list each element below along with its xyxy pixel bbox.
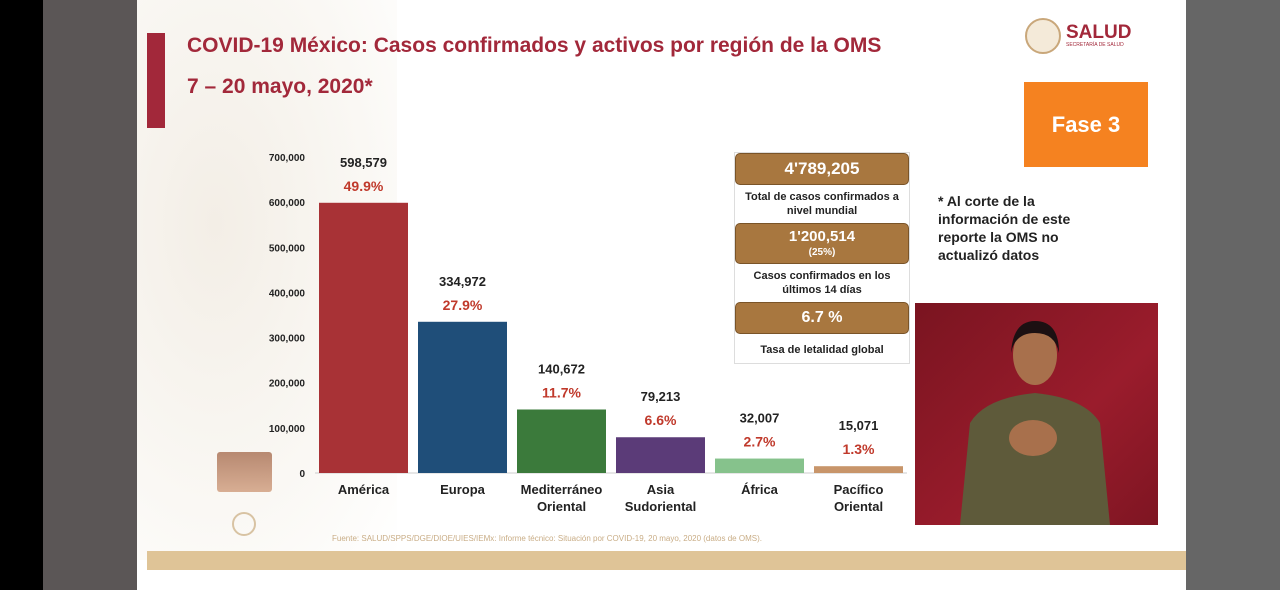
logo-text: SALUD xyxy=(1066,22,1132,43)
page-title: COVID-19 México: Casos confirmados y act… xyxy=(187,34,882,57)
recent-cases-label: Casos confirmados en los últimos 14 días xyxy=(753,270,891,296)
slide: COVID-19 México: Casos confirmados y act… xyxy=(137,0,1186,590)
title-accent-bar xyxy=(147,33,165,128)
percent-label: 1.3% xyxy=(843,441,875,457)
category-label: Mediterráneo xyxy=(521,482,603,497)
percent-label: 27.9% xyxy=(443,297,483,313)
seal-icon xyxy=(1025,18,1061,54)
recent-cases-box: 1'200,514 (25%) xyxy=(735,223,909,264)
category-label: Oriental xyxy=(834,499,883,514)
seal-icon xyxy=(232,512,256,536)
y-tick-label: 300,000 xyxy=(269,334,306,345)
sign-language-interpreter-video xyxy=(915,303,1158,525)
bar xyxy=(517,409,606,473)
category-label: Europa xyxy=(440,482,486,497)
total-cases-value: 4'789,205 xyxy=(735,153,909,185)
bar xyxy=(715,458,804,473)
bar xyxy=(814,466,903,473)
header: COVID-19 México: Casos confirmados y act… xyxy=(187,33,1007,99)
value-label: 140,672 xyxy=(538,361,585,376)
footer-band xyxy=(147,551,1186,570)
left-letterbox xyxy=(43,0,137,590)
bar xyxy=(319,202,408,473)
source-text: Fuente: SALUD/SPPS/DGE/DIOE/UIES/IEMx: I… xyxy=(332,534,762,543)
lethality-label: Tasa de letalidad global xyxy=(760,344,884,356)
percent-label: 2.7% xyxy=(744,434,776,450)
stats-panel: 4'789,205 Total de casos confirmados a n… xyxy=(734,152,910,364)
y-tick-label: 200,000 xyxy=(269,379,306,390)
percent-label: 49.9% xyxy=(344,178,384,194)
value-label: 598,579 xyxy=(340,155,387,170)
right-letterbox xyxy=(1186,0,1280,590)
recent-cases-value: 1'200,514 xyxy=(788,228,856,245)
category-label: América xyxy=(338,482,390,497)
government-logo xyxy=(217,452,272,492)
percent-label: 6.6% xyxy=(645,412,677,428)
y-tick-label: 600,000 xyxy=(269,198,306,209)
category-label: Pacífico xyxy=(834,482,884,497)
y-tick-label: 0 xyxy=(299,469,305,480)
y-tick-label: 500,000 xyxy=(269,243,306,254)
category-label: África xyxy=(741,482,779,497)
value-label: 15,071 xyxy=(839,418,879,433)
bar-chart: 0 100,000 200,000 300,000 400,000 500,000 600,… xyxy=(269,153,907,514)
page-subtitle: 7 – 20 mayo, 2020* xyxy=(187,75,373,98)
y-tick-label: 100,000 xyxy=(269,424,306,435)
y-tick-label: 700,000 xyxy=(269,153,306,164)
category-label: Oriental xyxy=(537,499,586,514)
logo-subtext: SECRETARÍA DE SALUD xyxy=(1066,42,1124,48)
y-tick-label: 400,000 xyxy=(269,288,306,299)
category-label: Asia xyxy=(647,482,675,497)
category-label: Sudoriental xyxy=(625,499,697,514)
value-label: 334,972 xyxy=(439,274,486,289)
recent-cases-percent: (25%) xyxy=(808,247,836,258)
salud-logo: SALUD SECRETARÍA DE SALUD xyxy=(1025,18,1131,54)
phase-badge: Fase 3 xyxy=(1024,82,1148,167)
bar xyxy=(616,437,705,473)
value-label: 79,213 xyxy=(641,389,681,404)
footnote: * Al corte de la información de este rep… xyxy=(938,193,1071,263)
percent-label: 11.7% xyxy=(542,384,581,400)
value-label: 32,007 xyxy=(740,411,780,426)
bar xyxy=(418,321,507,473)
total-cases-label: Total de casos confirmados a nivel mundi… xyxy=(745,191,899,217)
lethality-value: 6.7 % xyxy=(735,302,909,334)
